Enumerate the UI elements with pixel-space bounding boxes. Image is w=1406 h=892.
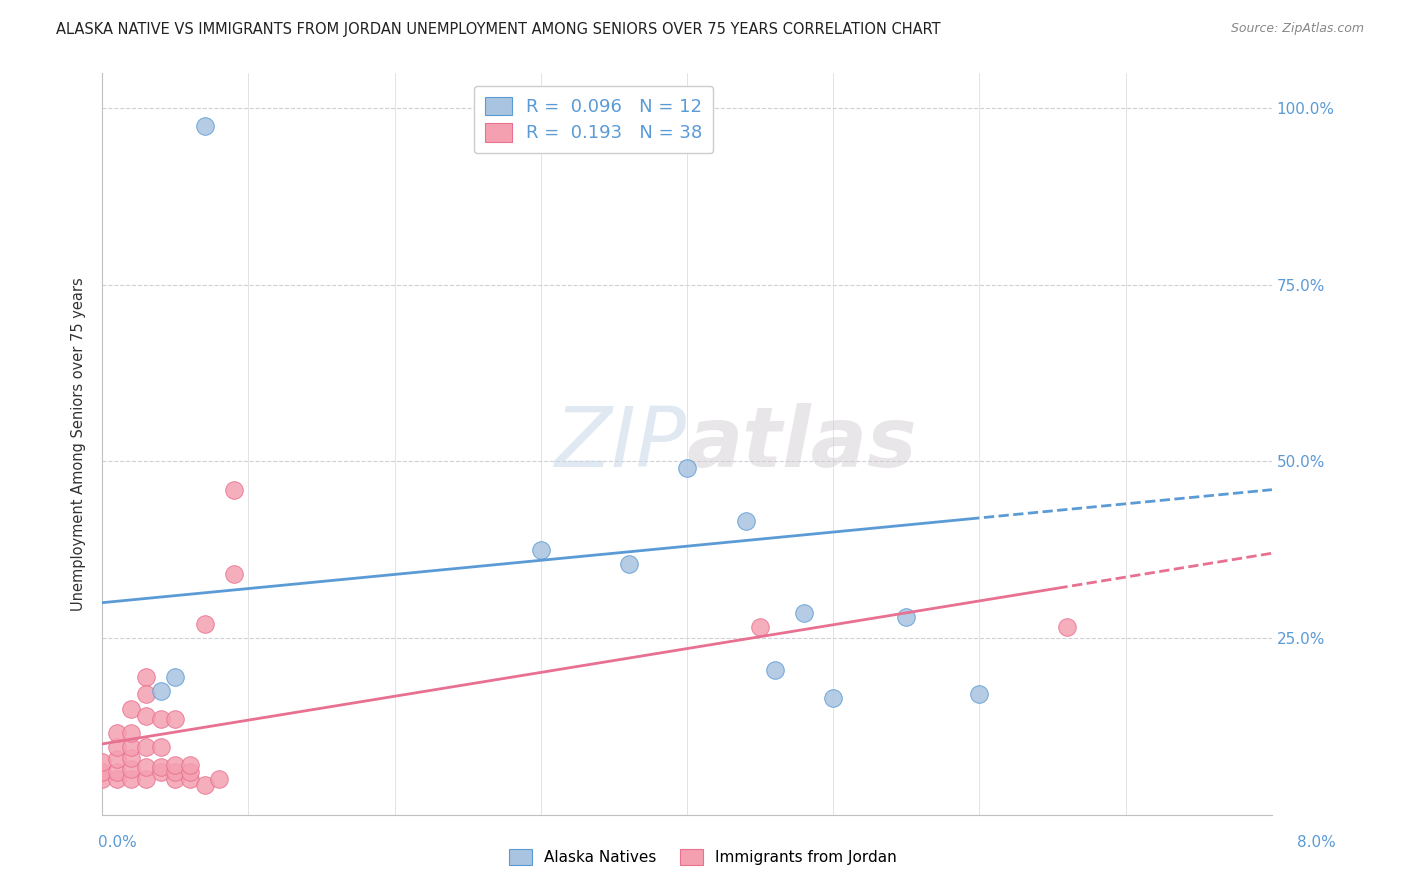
Point — [105, 726, 128, 740]
Point — [135, 708, 157, 723]
Point — [222, 567, 245, 582]
Text: 0.0%: 0.0% — [98, 836, 138, 850]
Point — [135, 670, 157, 684]
Point — [91, 772, 114, 787]
Point — [193, 616, 215, 631]
Point — [165, 772, 187, 787]
Text: 8.0%: 8.0% — [1296, 836, 1336, 850]
Point — [91, 765, 114, 780]
Point — [179, 772, 201, 787]
Point — [763, 663, 786, 677]
Point — [676, 461, 699, 475]
Point — [179, 758, 201, 772]
Point — [135, 759, 157, 773]
Point — [91, 755, 114, 769]
Point — [823, 691, 845, 706]
Point — [193, 778, 215, 792]
Point — [749, 620, 772, 634]
Point — [165, 670, 187, 684]
Point — [793, 607, 815, 621]
Point — [149, 765, 172, 780]
Point — [149, 712, 172, 726]
Point — [120, 701, 142, 715]
Point — [120, 740, 142, 755]
Point — [1056, 620, 1078, 634]
Point — [120, 772, 142, 787]
Y-axis label: Unemployment Among Seniors over 75 years: Unemployment Among Seniors over 75 years — [72, 277, 86, 611]
Point — [530, 542, 553, 557]
Point — [105, 765, 128, 780]
Point — [896, 609, 918, 624]
Text: atlas: atlas — [688, 403, 918, 484]
Point — [120, 762, 142, 776]
Text: ALASKA NATIVE VS IMMIGRANTS FROM JORDAN UNEMPLOYMENT AMONG SENIORS OVER 75 YEARS: ALASKA NATIVE VS IMMIGRANTS FROM JORDAN … — [56, 22, 941, 37]
Point — [222, 483, 245, 497]
Point — [193, 119, 215, 133]
Point — [135, 688, 157, 702]
Point — [617, 557, 640, 571]
Point — [165, 765, 187, 780]
Point — [120, 751, 142, 765]
Point — [120, 726, 142, 740]
Point — [105, 740, 128, 755]
Point — [149, 759, 172, 773]
Point — [135, 740, 157, 755]
Text: ZIP: ZIP — [555, 403, 688, 484]
Legend: R =  0.096   N = 12, R =  0.193   N = 38: R = 0.096 N = 12, R = 0.193 N = 38 — [474, 86, 713, 153]
Point — [149, 684, 172, 698]
Point — [105, 772, 128, 787]
Point — [208, 772, 231, 787]
Point — [165, 758, 187, 772]
Point — [969, 688, 991, 702]
Point — [179, 765, 201, 780]
Text: Source: ZipAtlas.com: Source: ZipAtlas.com — [1230, 22, 1364, 36]
Point — [105, 752, 128, 766]
Point — [149, 740, 172, 755]
Point — [734, 515, 756, 529]
Point — [165, 712, 187, 726]
Legend: Alaska Natives, Immigrants from Jordan: Alaska Natives, Immigrants from Jordan — [503, 843, 903, 871]
Point — [135, 772, 157, 787]
